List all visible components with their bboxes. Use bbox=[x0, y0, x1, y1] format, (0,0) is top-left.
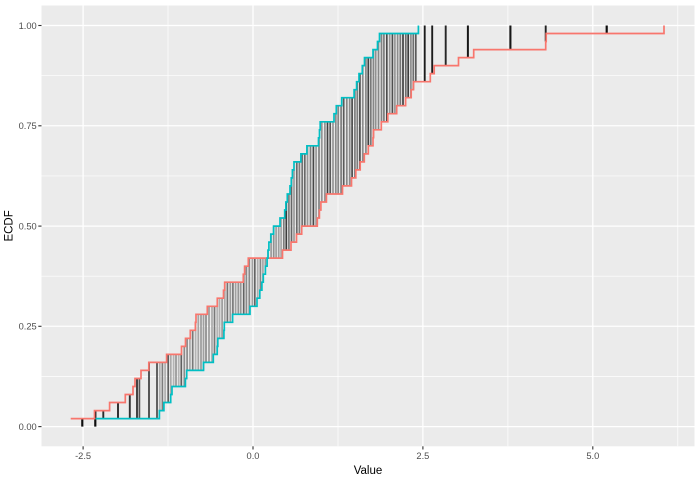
svg-text:0.00: 0.00 bbox=[19, 422, 37, 432]
svg-text:0.25: 0.25 bbox=[19, 322, 37, 332]
svg-text:2.5: 2.5 bbox=[416, 451, 429, 461]
svg-text:Value: Value bbox=[354, 465, 383, 477]
svg-text:ECDF: ECDF bbox=[4, 210, 16, 241]
svg-text:0.50: 0.50 bbox=[19, 221, 37, 231]
svg-text:0.75: 0.75 bbox=[19, 121, 37, 131]
svg-text:5.0: 5.0 bbox=[586, 451, 599, 461]
svg-text:-2.5: -2.5 bbox=[75, 451, 91, 461]
svg-text:0.0: 0.0 bbox=[247, 451, 260, 461]
svg-text:1.00: 1.00 bbox=[19, 21, 37, 31]
